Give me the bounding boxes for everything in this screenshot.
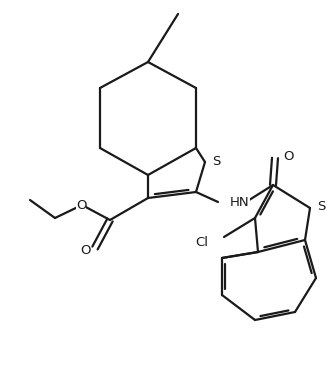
Text: S: S bbox=[212, 154, 220, 167]
Text: Cl: Cl bbox=[195, 235, 208, 249]
Text: HN: HN bbox=[230, 196, 250, 209]
Text: O: O bbox=[80, 243, 90, 256]
Text: S: S bbox=[317, 199, 325, 212]
Text: O: O bbox=[283, 149, 293, 162]
Text: O: O bbox=[76, 199, 86, 212]
